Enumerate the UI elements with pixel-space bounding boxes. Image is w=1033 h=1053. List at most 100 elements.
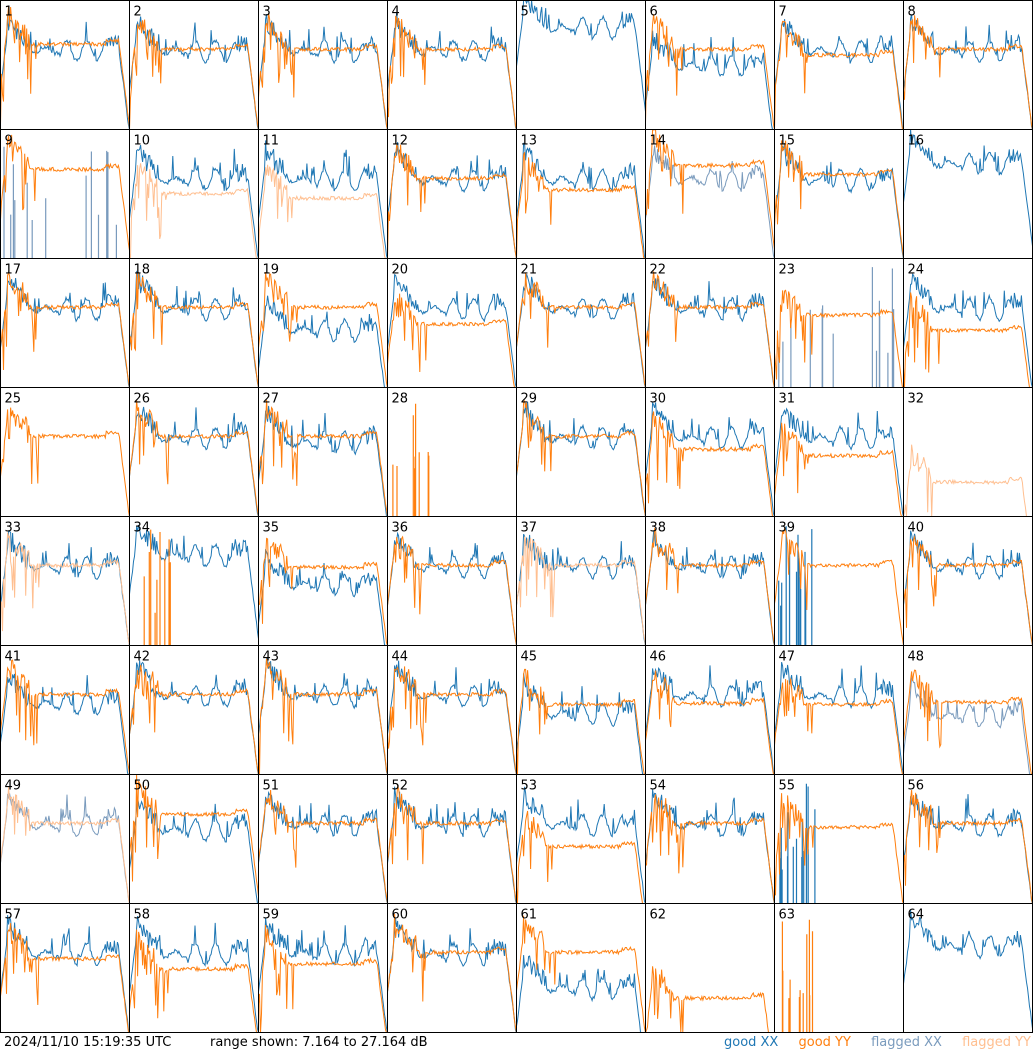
- panel-42-yy-line: [129, 664, 259, 775]
- panel-26-border: [129, 387, 259, 517]
- panel-7: 7: [774, 0, 904, 130]
- panel-13: 13: [516, 129, 646, 259]
- panel-46-yy-line: [645, 670, 775, 775]
- panel-17-yy-line: [0, 270, 130, 388]
- panel-7-border: [774, 0, 904, 130]
- panel-35-yy-line: [258, 537, 388, 646]
- panel-52-yy-line: [387, 784, 517, 904]
- panel-19: 19: [258, 258, 388, 388]
- panel-34-yy-spikes: [143, 529, 171, 646]
- panel-48-border: [903, 645, 1033, 775]
- panel-1-xx-line: [0, 15, 130, 130]
- panel-27-border: [258, 387, 388, 517]
- panel-22-label: 22: [650, 263, 667, 278]
- panel-17-label: 17: [5, 263, 22, 278]
- panel-26-yy-line: [129, 400, 259, 517]
- panel-13-border: [516, 129, 646, 259]
- panel-18-label: 18: [134, 263, 151, 278]
- panel-60-border: [387, 903, 517, 1033]
- panel-53-border: [516, 774, 646, 904]
- panel-31-border: [774, 387, 904, 517]
- panel-58-yy-line: [129, 929, 259, 1033]
- panel-31-xx-line: [774, 407, 904, 517]
- panel-29-xx-line: [516, 401, 646, 517]
- panel-30-border: [645, 387, 775, 517]
- panel-11-xx-line: [258, 140, 388, 259]
- panel-2: 2: [129, 0, 259, 130]
- panel-52-xx-line: [387, 786, 517, 904]
- panel-24-label: 24: [908, 263, 925, 278]
- panel-33-xx-line: [0, 530, 130, 646]
- panel-59-border: [258, 903, 388, 1033]
- panel-54-border: [645, 774, 775, 904]
- panel-60-yy-line: [387, 913, 517, 1033]
- panel-57-label: 57: [5, 908, 22, 923]
- panel-4-border: [387, 0, 517, 130]
- panel-37-border: [516, 516, 646, 646]
- panel-35-label: 35: [263, 521, 280, 536]
- panel-18-xx-line: [129, 270, 259, 388]
- panel-58-label: 58: [134, 908, 151, 923]
- panel-60: 60: [387, 903, 517, 1033]
- panel-61-border: [516, 903, 646, 1033]
- panel-21-label: 21: [521, 263, 538, 278]
- panel-35: 35: [258, 516, 388, 646]
- panel-12-yy-line: [387, 144, 517, 259]
- panel-9-label: 9: [5, 134, 13, 149]
- panel-44-label: 44: [392, 650, 409, 665]
- panel-41-label: 41: [5, 650, 22, 665]
- panel-23-border: [774, 258, 904, 388]
- panel-14-xx-line: [645, 145, 775, 259]
- panel-31-yy-line: [774, 422, 904, 517]
- panel-36: 36: [387, 516, 517, 646]
- panel-4-label: 4: [392, 5, 400, 20]
- panel-10-yy-line: [129, 163, 259, 259]
- panel-30-label: 30: [650, 392, 667, 407]
- panel-12-label: 12: [392, 134, 409, 149]
- panel-54-xx-line: [645, 789, 775, 904]
- panel-55: 55: [774, 774, 904, 904]
- panel-39-xx-spikes: [778, 526, 813, 646]
- panel-2-border: [129, 0, 259, 130]
- panel-27-label: 27: [263, 392, 280, 407]
- panel-16-xx-line: [903, 129, 1033, 247]
- panel-44-border: [387, 645, 517, 775]
- legend-flagged-xx: flagged XX: [871, 1035, 942, 1050]
- panel-39-label: 39: [779, 521, 796, 536]
- panel-15-border: [774, 129, 904, 259]
- panel-19-label: 19: [263, 263, 280, 278]
- panel-23: 23: [774, 258, 904, 388]
- panel-39: 39: [774, 516, 904, 646]
- panel-43-label: 43: [263, 650, 280, 665]
- panel-25-label: 25: [5, 392, 22, 407]
- panel-8: 8: [903, 0, 1033, 130]
- panel-47-yy-line: [774, 678, 904, 775]
- panel-5-xx-line: [516, 0, 646, 112]
- panel-26: 26: [129, 387, 259, 517]
- panel-15: 15: [774, 129, 904, 259]
- panel-38-label: 38: [650, 521, 667, 536]
- panel-21-yy-line: [516, 272, 646, 388]
- panel-23-label: 23: [779, 263, 796, 278]
- panel-56: 56: [903, 774, 1033, 904]
- panel-8-yy-line: [903, 15, 1033, 130]
- panel-14-border: [645, 129, 775, 259]
- panel-43-border: [258, 645, 388, 775]
- panel-11-yy-line: [258, 164, 388, 259]
- panel-20-xx-line: [387, 273, 517, 388]
- panel-28-yy-spikes: [392, 403, 430, 517]
- panel-11-label: 11: [263, 134, 280, 149]
- panel-45-yy-line: [516, 668, 646, 775]
- panel-44-xx-line: [387, 660, 517, 775]
- panel-51-label: 51: [263, 779, 280, 794]
- panel-37: 37: [516, 516, 646, 646]
- panel-43-yy-line: [258, 658, 388, 775]
- panel-26-xx-line: [129, 406, 259, 517]
- legend: good XX good YY flagged XX flagged YY: [708, 1035, 1031, 1051]
- panel-40-border: [903, 516, 1033, 646]
- panel-36-yy-line: [387, 535, 517, 646]
- panel-6-yy-line: [645, 14, 775, 130]
- panel-53: 53: [516, 774, 646, 904]
- panel-54-yy-line: [645, 794, 775, 904]
- legend-good-xx: good XX: [723, 1035, 779, 1050]
